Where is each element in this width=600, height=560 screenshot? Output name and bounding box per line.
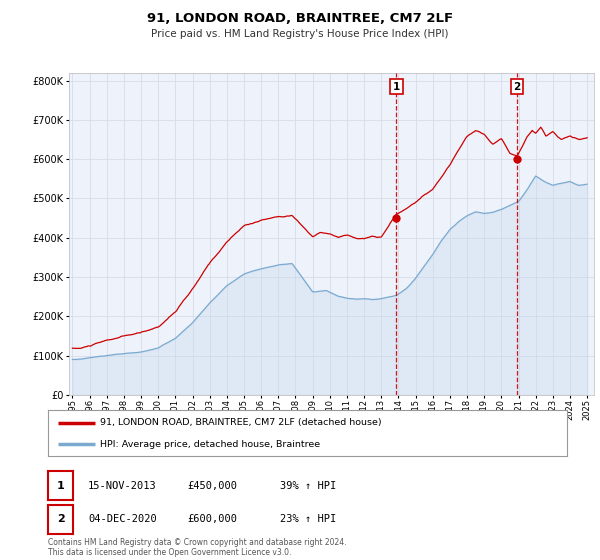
Text: 39% ↑ HPI: 39% ↑ HPI <box>280 480 337 491</box>
Text: 91, LONDON ROAD, BRAINTREE, CM7 2LF: 91, LONDON ROAD, BRAINTREE, CM7 2LF <box>147 12 453 25</box>
Text: 91, LONDON ROAD, BRAINTREE, CM7 2LF (detached house): 91, LONDON ROAD, BRAINTREE, CM7 2LF (det… <box>100 418 382 427</box>
Text: 15-NOV-2013: 15-NOV-2013 <box>88 480 157 491</box>
Text: Contains HM Land Registry data © Crown copyright and database right 2024.
This d: Contains HM Land Registry data © Crown c… <box>48 538 347 557</box>
Text: £600,000: £600,000 <box>187 514 237 524</box>
Text: 1: 1 <box>393 82 400 91</box>
Text: 23% ↑ HPI: 23% ↑ HPI <box>280 514 337 524</box>
Text: 1: 1 <box>57 480 64 491</box>
Text: £450,000: £450,000 <box>187 480 237 491</box>
Text: HPI: Average price, detached house, Braintree: HPI: Average price, detached house, Brai… <box>100 440 320 449</box>
Text: 2: 2 <box>514 82 521 91</box>
Text: 2: 2 <box>57 514 64 524</box>
Text: Price paid vs. HM Land Registry's House Price Index (HPI): Price paid vs. HM Land Registry's House … <box>151 29 449 39</box>
Text: 04-DEC-2020: 04-DEC-2020 <box>88 514 157 524</box>
